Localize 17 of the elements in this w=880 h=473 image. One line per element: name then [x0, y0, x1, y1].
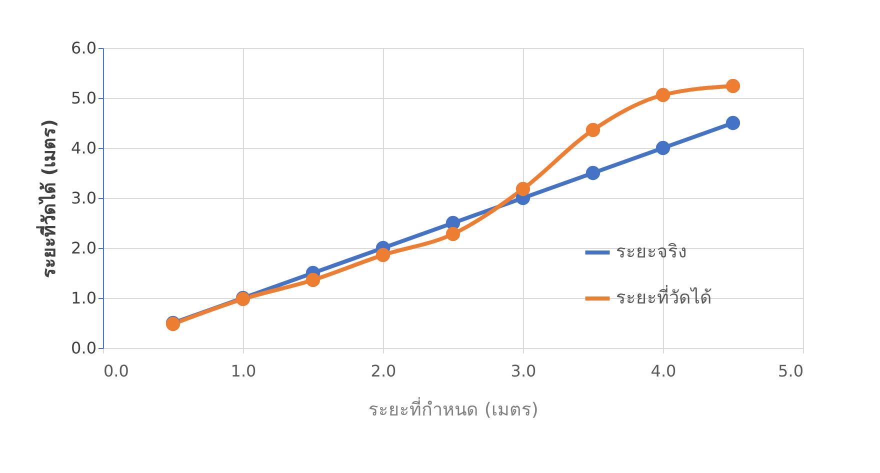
y-tick-label: 1.0 — [71, 288, 96, 308]
x-tick-label: 0.0 — [104, 362, 129, 380]
y-tick-label: 5.0 — [71, 88, 96, 108]
y-tick-label: 4.0 — [71, 138, 96, 158]
y-tick-label: 0.0 — [71, 338, 96, 358]
y-tick-label: 2.0 — [71, 238, 96, 258]
y-tick-label: 6.0 — [71, 38, 96, 58]
x-tick-label: 1.0 — [230, 362, 256, 380]
x-axis-title: ระยะที่กำหนด (เมตร) — [368, 396, 538, 420]
x-tick-label: 5.0 — [778, 362, 804, 380]
legend-label: ระยะจริง — [616, 242, 687, 262]
y-axis-title: ระยะที่วัดได้ (เมตร) — [36, 119, 60, 278]
x-tick-label: 4.0 — [650, 362, 676, 380]
x-tick-label: 2.0 — [370, 362, 396, 380]
legend-label: ระยะที่วัดได้ — [616, 284, 712, 308]
y-tick-label: 3.0 — [71, 188, 96, 208]
x-tick-label: 3.0 — [510, 362, 536, 380]
